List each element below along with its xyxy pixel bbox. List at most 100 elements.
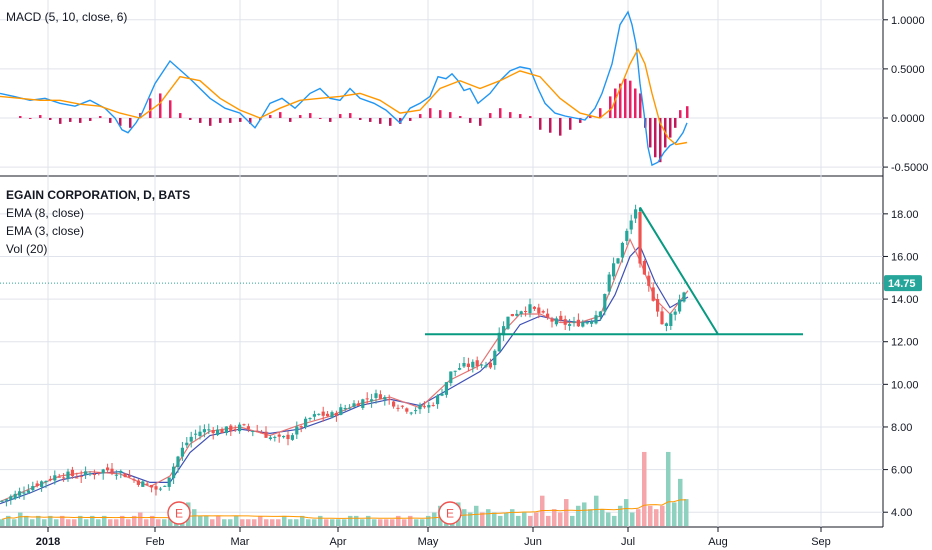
volume-bar xyxy=(528,515,533,526)
candle-body xyxy=(427,405,431,408)
candle-body xyxy=(282,435,286,438)
candle-body xyxy=(128,475,132,477)
price-tick-label: 14.00 xyxy=(891,294,919,306)
volume-bar xyxy=(666,451,671,526)
macd-hist-bar xyxy=(479,117,482,126)
macd-hist-bar xyxy=(449,112,452,118)
candle-body xyxy=(396,407,400,409)
volume-bar xyxy=(342,519,347,526)
volume-bar xyxy=(102,515,107,526)
volume-bar xyxy=(420,519,425,526)
volume-bar xyxy=(156,519,161,526)
macd-hist-bar xyxy=(389,117,392,126)
volume-bar xyxy=(384,519,389,526)
study-legend-ema3[interactable]: EMA (3, close) xyxy=(6,224,84,238)
macd-hist-bar xyxy=(79,117,82,123)
candle-body xyxy=(484,365,488,367)
time-tick-label: May xyxy=(418,536,439,548)
candle-body xyxy=(656,298,660,312)
candle-body xyxy=(528,304,532,314)
volume-bar xyxy=(162,519,167,526)
candle-body xyxy=(550,318,554,322)
candle-body xyxy=(629,220,633,230)
earnings-marker[interactable]: E xyxy=(438,501,462,525)
macd-hist-bar xyxy=(19,116,22,118)
volume-bar xyxy=(198,515,203,526)
candle-body xyxy=(114,474,118,476)
study-legend-volume[interactable]: Vol (20) xyxy=(6,242,47,256)
candle-body xyxy=(246,426,250,429)
drawing-annotations[interactable] xyxy=(425,206,803,336)
candle-body xyxy=(251,430,255,432)
candle-body xyxy=(607,274,611,292)
volume-bar xyxy=(60,515,65,526)
candle-body xyxy=(26,490,30,493)
volume-bar xyxy=(6,515,11,526)
candle-body xyxy=(581,322,585,327)
last-price-bg xyxy=(884,275,922,292)
macd-hist-bar xyxy=(69,117,72,122)
x-grid xyxy=(47,0,822,527)
candle-body xyxy=(444,382,448,395)
macd-hist-bar xyxy=(669,117,672,138)
volume-bar xyxy=(588,509,593,526)
volume-bar xyxy=(138,512,143,526)
macd-y-axis[interactable]: 1.0000 0.5000 0.0000 -0.5000 xyxy=(883,15,928,174)
candle-body xyxy=(506,316,510,329)
volume-bar xyxy=(414,519,419,526)
candle-body xyxy=(264,431,268,438)
macd-hist-bar xyxy=(209,117,212,126)
volume-bar xyxy=(510,509,515,526)
volume-bar xyxy=(0,519,5,526)
candle-body xyxy=(110,468,114,474)
candle-body xyxy=(66,471,70,479)
candle-body xyxy=(603,293,607,312)
candle-body xyxy=(150,484,154,488)
candle-body xyxy=(418,404,422,410)
candle-body xyxy=(471,361,475,368)
earnings-marker[interactable]: E xyxy=(167,501,191,525)
macd-legend-label[interactable]: MACD (5, 10, close, 6) xyxy=(6,10,127,24)
candle-body xyxy=(326,413,330,417)
volume-bar xyxy=(432,512,437,526)
candle-body xyxy=(176,456,180,468)
candle-body xyxy=(92,474,96,476)
candle-body xyxy=(299,426,303,428)
resistance-trendline[interactable] xyxy=(639,206,719,335)
volume-bar xyxy=(546,515,551,526)
macd-hist-bar xyxy=(624,78,627,118)
time-tick-label: 2018 xyxy=(36,536,60,548)
macd-hist-bar xyxy=(519,114,522,118)
candle-body xyxy=(466,363,470,367)
candle-body xyxy=(405,408,409,412)
study-legend-ema8[interactable]: EMA (8, close) xyxy=(6,206,84,220)
macd-hist-bar xyxy=(269,115,272,118)
macd-hist-bar xyxy=(59,117,62,124)
candle-body xyxy=(365,398,369,400)
candle-body xyxy=(673,311,677,315)
candle-body xyxy=(202,429,206,433)
macd-hist-bar xyxy=(189,117,192,120)
candle-body xyxy=(488,362,492,368)
candle-body xyxy=(414,410,418,412)
volume-bar xyxy=(636,509,641,526)
volume-bar xyxy=(222,519,227,526)
candle-body xyxy=(48,478,52,480)
macd-hist-bar xyxy=(179,113,182,118)
macd-tick-label: 0.0000 xyxy=(891,113,925,125)
volume-bar xyxy=(492,512,497,526)
volume-bar xyxy=(84,519,89,526)
candle-body xyxy=(106,467,110,471)
volume-bar xyxy=(498,515,503,526)
time-tick-label: Jun xyxy=(524,536,542,548)
candle-body xyxy=(233,429,237,431)
candle-body xyxy=(79,476,83,478)
candle-body xyxy=(211,430,215,434)
time-axis[interactable]: 2018 Feb Mar Apr May Jun Jul Aug Sep xyxy=(36,527,831,548)
candle-body xyxy=(462,362,466,367)
price-y-axis[interactable]: 18.00 16.00 14.00 12.00 10.00 8.00 6.00 4.00 xyxy=(883,209,919,519)
volume-bar xyxy=(582,502,587,526)
candle-body xyxy=(493,350,497,366)
